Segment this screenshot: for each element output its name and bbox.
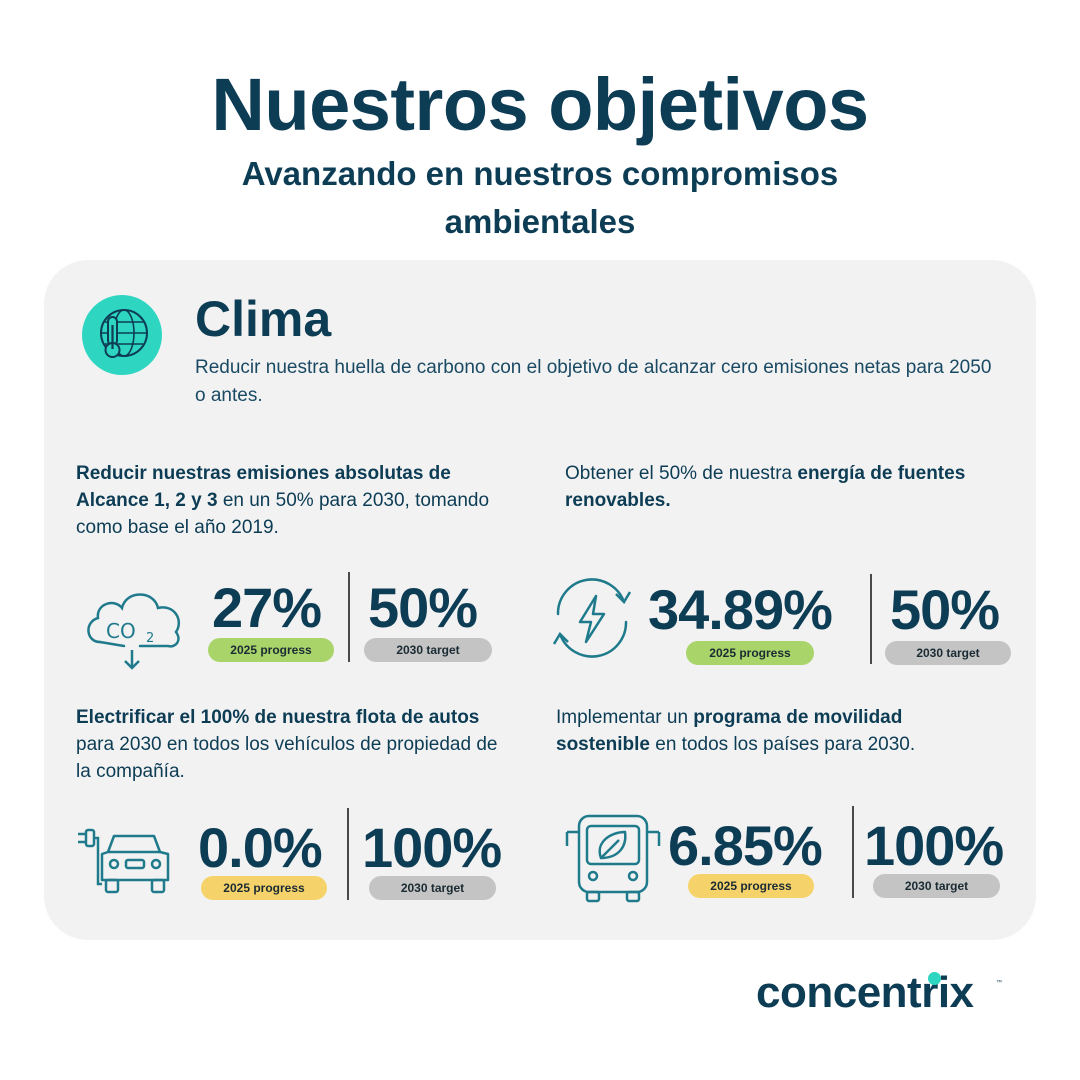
goal-emissions-target-value: 50%	[368, 576, 478, 639]
goal-renewable-progress-value: 34.89%	[648, 578, 833, 641]
goal-mobility-target-label: 2030 target	[873, 874, 1000, 898]
svg-text:2: 2	[146, 631, 154, 646]
goal-renewable-text: Obtener el 50% de nuestra energía de fue…	[565, 463, 966, 511]
page-subtitle: Avanzando en nuestros compromisos ambien…	[241, 155, 839, 240]
trademark-mark: ™	[996, 980, 1002, 986]
divider	[348, 572, 350, 662]
goal-emissions-progress-value: 27%	[212, 576, 322, 639]
divider	[870, 574, 872, 664]
clima-description: Reducir nuestra huella de carbono con el…	[195, 357, 992, 406]
goal-fleet-target-value: 100%	[362, 816, 502, 879]
globe-thermometer-icon	[82, 295, 162, 375]
goal-renewable-target-value: 50%	[890, 578, 1000, 641]
page-title: Nuestros objetivos	[211, 63, 869, 146]
goal-mobility-target-value: 100%	[864, 814, 1004, 877]
goal-emissions-progress-label: 2025 progress	[208, 638, 334, 662]
goal-mobility-progress-value: 6.85%	[668, 814, 823, 877]
goal-fleet-text: Electrificar el 100% de nuestra flota de…	[76, 707, 498, 782]
co2-cloud-icon: CO 2	[87, 593, 181, 670]
electric-car-icon	[78, 828, 170, 894]
eco-bus-icon	[565, 814, 661, 903]
svg-text:CO: CO	[106, 619, 136, 643]
goal-fleet-progress-value: 0.0%	[198, 816, 323, 879]
goal-renewable-progress-label: 2025 progress	[686, 641, 814, 665]
goal-emissions-text: Reducir nuestras emisiones absolutas de …	[76, 463, 490, 538]
logo-accent-dot	[928, 972, 941, 985]
goal-mobility-text: Implementar un programa de movilidad sos…	[556, 707, 916, 755]
renewable-energy-icon	[552, 578, 632, 658]
goal-fleet-target-label: 2030 target	[369, 876, 496, 900]
divider	[347, 808, 349, 900]
goal-mobility-progress-label: 2025 progress	[688, 874, 814, 898]
goal-renewable-target-label: 2030 target	[885, 641, 1011, 665]
goal-fleet-progress-label: 2025 progress	[201, 876, 327, 900]
divider	[852, 806, 854, 898]
concentrix-logo: concentrix	[756, 968, 974, 1017]
clima-title: Clima	[195, 291, 332, 347]
goal-emissions-target-label: 2030 target	[364, 638, 492, 662]
